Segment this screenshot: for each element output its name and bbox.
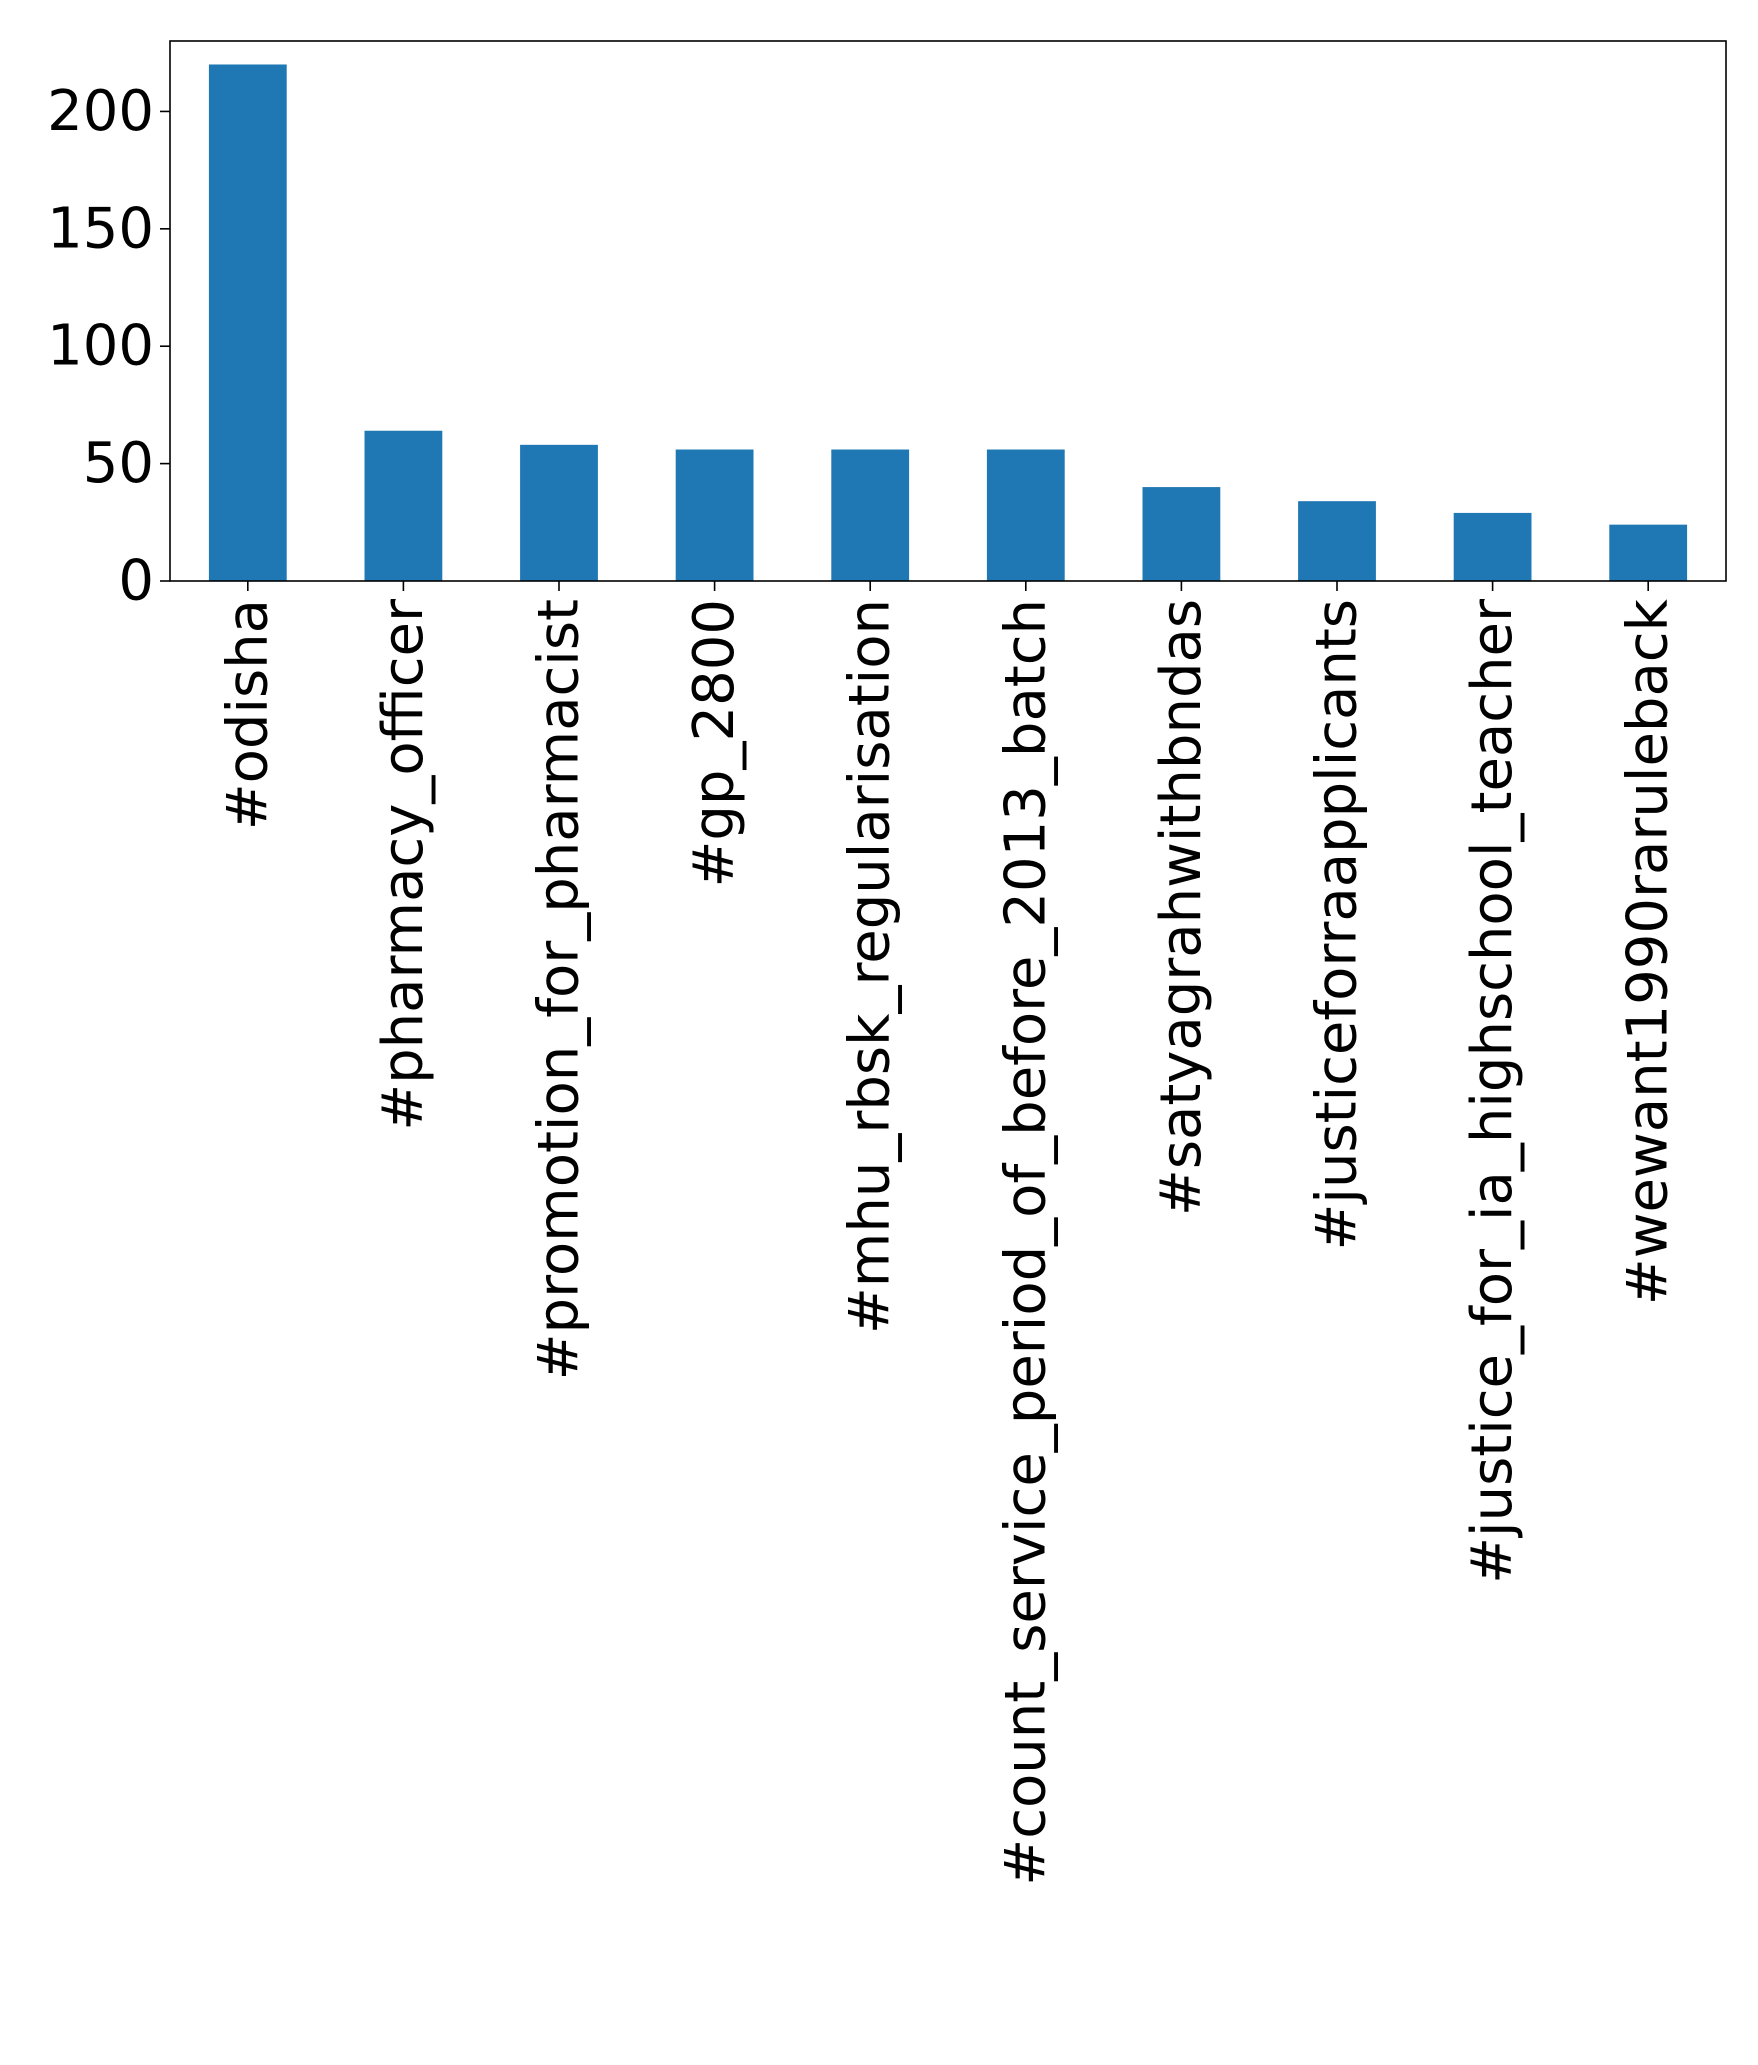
y-tick-label: 150	[47, 196, 154, 261]
y-axis: 0 50 100 150 200	[47, 79, 170, 614]
bars-group	[208, 64, 1688, 581]
x-axis: #odisha #pharmacy_officer #promotion_for_p…	[215, 581, 1681, 1886]
bar	[1142, 487, 1221, 581]
x-tick-label: #satyagrahwithbndas	[1149, 599, 1214, 1216]
bar	[986, 449, 1065, 581]
bar	[1453, 512, 1532, 581]
x-tick-label: #odisha	[215, 599, 280, 830]
bar	[831, 449, 910, 581]
y-tick-label: 100	[47, 314, 154, 379]
bar	[1298, 501, 1376, 581]
bar	[675, 449, 754, 581]
bar	[520, 444, 598, 581]
x-tick-label: #mhu_rbsk_regularisation	[838, 599, 903, 1334]
y-tick-label: 200	[47, 79, 154, 144]
x-tick-label: #wewant1990raruleback	[1616, 598, 1681, 1305]
x-tick-label: #count_service_period_of_before_2013_bat…	[993, 599, 1058, 1886]
x-tick-label: #promotion_for_pharmacist	[527, 599, 592, 1380]
y-tick-label: 50	[83, 431, 154, 496]
x-tick-label: #gp_2800	[682, 599, 747, 888]
x-tick-label: #justiceforraapplicants	[1305, 599, 1370, 1251]
plot-frame	[169, 40, 1727, 582]
y-tick-label: 0	[118, 549, 154, 614]
bar	[364, 430, 443, 581]
bar	[1609, 524, 1688, 581]
x-tick-label: #justice_for_ia_highschool_teacher	[1460, 598, 1525, 1584]
bar	[208, 64, 287, 581]
x-tick-label: #pharmacy_officer	[371, 598, 436, 1131]
